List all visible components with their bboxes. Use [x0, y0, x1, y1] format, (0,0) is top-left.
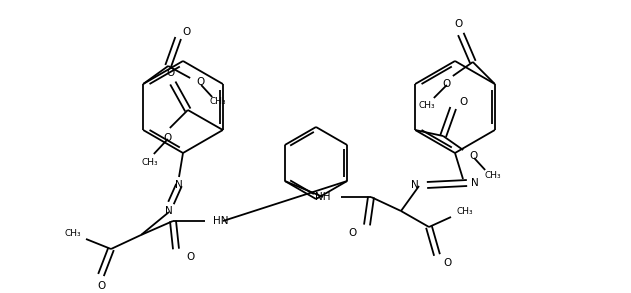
- Text: O: O: [182, 27, 191, 37]
- Text: O: O: [186, 252, 194, 262]
- Text: O: O: [349, 228, 357, 238]
- Text: O: O: [443, 79, 451, 89]
- Text: CH₃: CH₃: [210, 96, 227, 105]
- Text: HN: HN: [213, 216, 228, 226]
- Text: N: N: [411, 180, 419, 190]
- Text: O: O: [469, 151, 478, 161]
- Text: O: O: [459, 97, 468, 107]
- Text: N: N: [471, 178, 479, 188]
- Text: O: O: [167, 68, 175, 78]
- Text: CH₃: CH₃: [65, 229, 81, 238]
- Text: O: O: [163, 133, 172, 143]
- Text: N: N: [175, 180, 183, 190]
- Text: CH₃: CH₃: [141, 158, 158, 166]
- Text: CH₃: CH₃: [418, 101, 435, 110]
- Text: O: O: [443, 258, 451, 268]
- Text: O: O: [97, 281, 105, 291]
- Text: NH: NH: [316, 192, 331, 202]
- Text: N: N: [165, 206, 173, 216]
- Text: CH₃: CH₃: [485, 171, 502, 180]
- Text: O: O: [455, 19, 463, 29]
- Text: O: O: [196, 77, 204, 87]
- Text: CH₃: CH₃: [457, 207, 473, 217]
